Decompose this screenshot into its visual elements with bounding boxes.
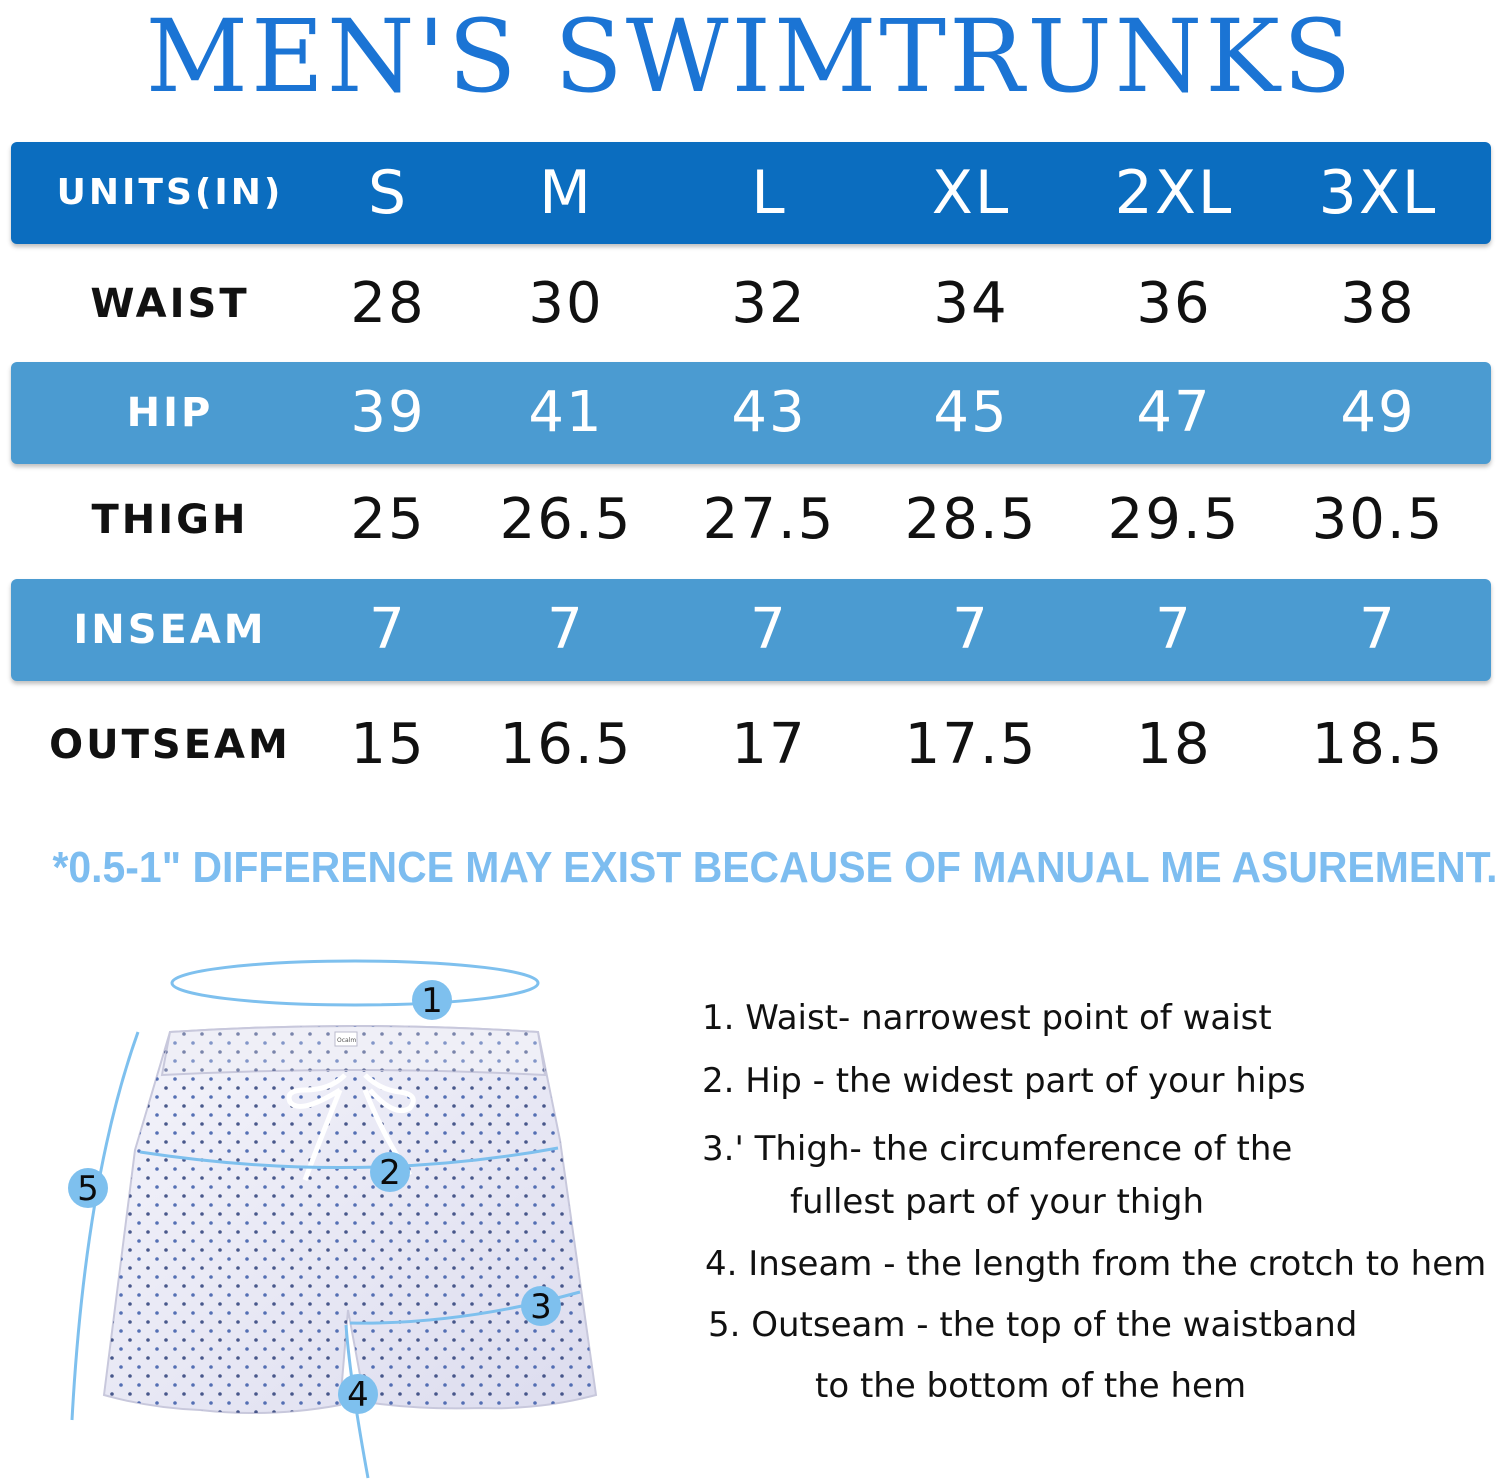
- table-cell: 7: [952, 597, 990, 662]
- row-label-thigh: THIGH: [91, 497, 249, 543]
- table-cell: 7: [750, 597, 788, 662]
- size-l: L: [751, 158, 787, 228]
- table-cell: 29.5: [1107, 487, 1241, 552]
- desc-hip: 2. Hip - the widest part of your hips: [702, 1061, 1306, 1101]
- badge-1-text: 1: [421, 981, 443, 1021]
- table-cell: 41: [528, 380, 604, 445]
- table-row-outseam: OUTSEAM 15 16.5 17 17.5 18 18.5: [11, 694, 1491, 796]
- table-cell: 30: [528, 271, 604, 336]
- measurement-note: *0.5-1" DIFFERENCE MAY EXIST BECAUSE OF …: [52, 843, 1498, 892]
- badge-4: 4: [338, 1374, 378, 1415]
- table-cell: 26.5: [499, 487, 633, 552]
- row-label-hip: HIP: [126, 390, 214, 436]
- table-cell: 15: [350, 712, 426, 777]
- table-cell: 16.5: [499, 712, 633, 777]
- desc-waist: 1. Waist- narrowest point of waist: [702, 998, 1272, 1038]
- size-xl: XL: [931, 158, 1011, 228]
- table-cell: 49: [1340, 380, 1416, 445]
- row-label-waist: WAIST: [90, 281, 250, 327]
- table-cell: 7: [1155, 597, 1193, 662]
- desc-thigh-line1: 3.' Thigh- the circumference of the: [702, 1129, 1293, 1169]
- badge-2: 2: [370, 1152, 410, 1193]
- swim-trunks-diagram: Ocalm 1 2 3 4 5: [68, 959, 598, 1479]
- waist-measure-ellipse: [170, 959, 540, 1007]
- swim-trunks-image: Ocalm: [102, 1025, 598, 1415]
- table-cell: 28.5: [904, 487, 1038, 552]
- badge-4-text: 4: [347, 1375, 369, 1415]
- table-cell: 47: [1136, 380, 1212, 445]
- table-cell: 38: [1340, 271, 1416, 336]
- table-cell: 17.5: [904, 712, 1038, 777]
- label-tag-text: Ocalm: [337, 1037, 356, 1044]
- table-cell: 18: [1136, 712, 1212, 777]
- table-cell: 7: [547, 597, 585, 662]
- table-cell: 34: [933, 271, 1009, 336]
- table-cell: 27.5: [702, 487, 836, 552]
- table-row-waist: WAIST 28 30 32 34 36 38: [11, 253, 1491, 355]
- row-label-outseam: OUTSEAM: [49, 722, 291, 768]
- table-row-inseam: INSEAM 7 7 7 7 7 7: [11, 579, 1491, 681]
- size-2xl: 2XL: [1114, 158, 1234, 228]
- table-cell: 17: [731, 712, 807, 777]
- table-cell: 18.5: [1311, 712, 1445, 777]
- table-cell: 25: [350, 487, 426, 552]
- size-table-header: UNITS(IN) S M L XL 2XL 3XL: [11, 142, 1491, 244]
- badge-1: 1: [412, 980, 452, 1021]
- badge-3: 3: [521, 1286, 561, 1327]
- size-s: S: [367, 158, 409, 228]
- table-row-thigh: THIGH 25 26.5 27.5 28.5 29.5 30.5: [11, 469, 1491, 571]
- hip-measure-line: [139, 1146, 559, 1170]
- badge-5: 5: [68, 1168, 108, 1209]
- table-cell: 30.5: [1311, 487, 1445, 552]
- table-cell: 32: [731, 271, 807, 336]
- desc-outseam-line1: 5. Outseam - the top of the waistband: [708, 1305, 1358, 1345]
- table-cell: 39: [350, 380, 426, 445]
- table-row-hip: HIP 39 41 43 45 47 49: [11, 362, 1491, 464]
- table-cell: 28: [350, 271, 426, 336]
- desc-inseam: 4. Inseam - the length from the crotch t…: [705, 1244, 1487, 1284]
- badge-3-text: 3: [530, 1287, 552, 1327]
- row-label-inseam: INSEAM: [73, 607, 267, 653]
- badge-5-text: 5: [77, 1169, 99, 1209]
- desc-thigh-line2: fullest part of your thigh: [790, 1182, 1205, 1222]
- units-label: UNITS(IN): [56, 172, 284, 213]
- badge-2-text: 2: [379, 1153, 401, 1193]
- table-cell: 7: [1359, 597, 1397, 662]
- desc-outseam-line2: to the bottom of the hem: [815, 1366, 1247, 1406]
- size-m: M: [539, 158, 593, 228]
- table-cell: 45: [933, 380, 1009, 445]
- table-cell: 36: [1136, 271, 1212, 336]
- table-cell: 43: [731, 380, 807, 445]
- size-3xl: 3XL: [1318, 158, 1438, 228]
- page-title: MEN'S SWIMTRUNKS: [145, 0, 1355, 115]
- table-cell: 7: [369, 597, 407, 662]
